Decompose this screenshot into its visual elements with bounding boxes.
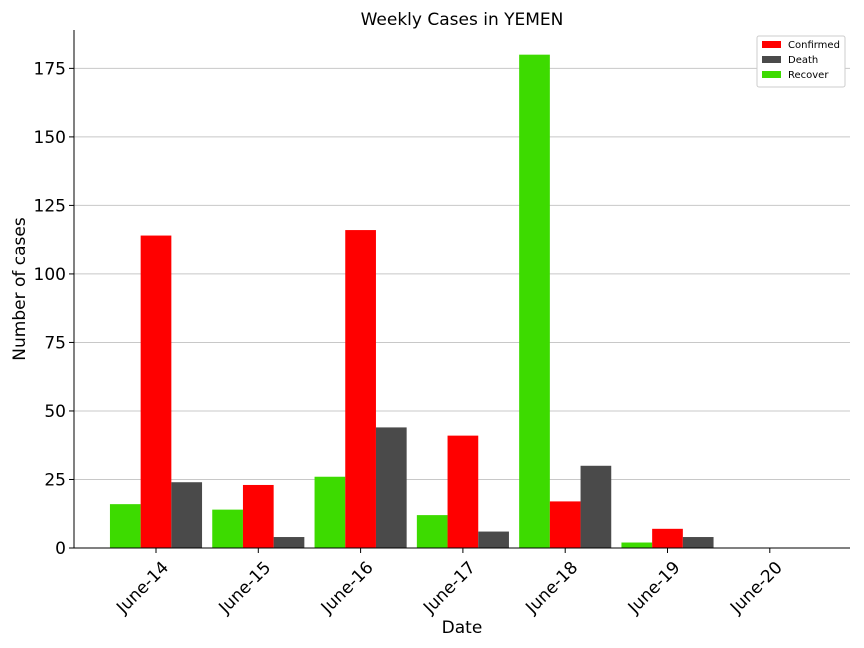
bar-confirmed-0	[140, 235, 172, 549]
x-tick-label-4: June-18	[521, 558, 582, 619]
legend-swatch-death	[762, 56, 781, 63]
chart-title: Weekly Cases in YEMEN	[361, 10, 564, 30]
gridlines	[74, 67, 850, 480]
y-tick-label-2: 50	[44, 402, 66, 422]
axes	[73, 30, 850, 549]
legend-label-death: Death	[788, 55, 818, 66]
y-axis-label: Number of cases	[10, 217, 30, 361]
bar-recover-2	[314, 476, 346, 548]
x-tick-label-2: June-16	[317, 558, 378, 619]
bar-death-3	[478, 531, 509, 548]
bars	[109, 54, 714, 549]
x-tick-label-5: June-19	[624, 558, 685, 619]
bar-confirmed-2	[345, 230, 376, 548]
bar-death-1	[273, 537, 305, 548]
bar-death-5	[682, 537, 714, 548]
x-tick-label-1: June-15	[215, 558, 276, 619]
y-tick-label-7: 175	[34, 59, 66, 79]
x-axis-label: Date	[442, 618, 483, 638]
bar-confirmed-4	[549, 501, 581, 548]
x-tick-label-3: June-17	[419, 558, 480, 619]
x-ticks: June-14 June-15 June-16 June-17 June-18 June-…	[112, 548, 787, 619]
x-tick-label-0: June-14	[112, 558, 173, 619]
bar-recover-5	[621, 542, 653, 548]
bar-confirmed-5	[652, 528, 683, 548]
bar-death-2	[375, 427, 407, 548]
bar-death-4	[580, 465, 612, 548]
bar-confirmed-3	[447, 435, 479, 548]
bar-recover-4	[519, 54, 550, 549]
y-tick-label-4: 100	[34, 265, 66, 285]
y-tick-label-5: 125	[34, 196, 66, 216]
bar-death-0	[171, 482, 203, 548]
bar-confirmed-1	[242, 484, 274, 548]
legend-label-recover: Recover	[788, 70, 829, 81]
y-tick-label-3: 75	[44, 333, 66, 353]
legend-swatch-confirmed	[762, 41, 781, 48]
y-tick-label-0: 0	[55, 539, 66, 559]
bar-recover-1	[212, 509, 243, 548]
y-ticks: 0 25 50 75 100 125 150 175	[34, 59, 74, 559]
legend-swatch-recover	[762, 71, 781, 78]
bar-recover-3	[416, 515, 448, 548]
y-tick-label-1: 25	[44, 470, 66, 490]
legend: Confirmed Death Recover	[756, 35, 846, 88]
y-tick-label-6: 150	[34, 128, 66, 148]
bar-recover-0	[109, 504, 141, 548]
x-tick-label-6: June-20	[726, 558, 787, 619]
legend-label-confirmed: Confirmed	[788, 40, 840, 51]
